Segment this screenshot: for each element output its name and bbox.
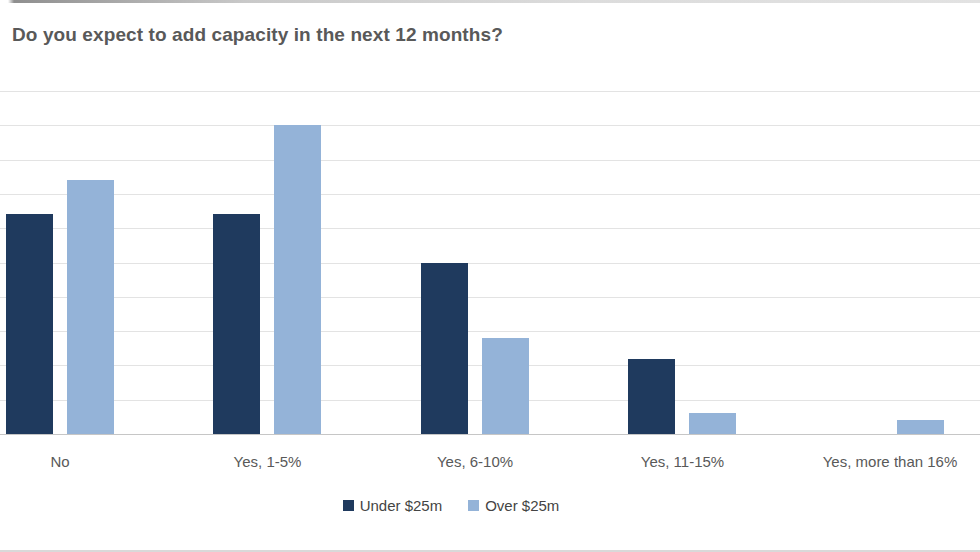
gridline [0,331,980,332]
gridline [0,91,980,92]
chart-title: Do you expect to add capacity in the nex… [12,24,503,46]
gridline [0,160,980,161]
x-axis-label: Yes, 1-5% [164,453,372,470]
gridline [0,194,980,195]
x-axis-label: Yes, more than 16% [786,453,980,470]
legend-label: Under $25m [360,497,443,514]
legend-label: Over $25m [485,497,559,514]
gridline [0,297,980,298]
bar-series1-cat1 [6,214,53,434]
legend-item: Under $25m [343,497,443,514]
x-axis-line [0,434,980,435]
gridline [0,228,980,229]
x-axis-label: No [0,453,164,470]
bar-series2-cat3 [482,338,529,434]
legend: Under $25m Over $25m [0,497,941,514]
chart-page: Do you expect to add capacity in the nex… [0,0,980,552]
bar-series1-cat4 [628,359,675,434]
legend-swatch-icon [468,500,479,511]
legend-swatch-icon [343,500,354,511]
x-axis-label: Yes, 6-10% [371,453,579,470]
bar-series2-cat4 [689,413,736,434]
bar-series2-cat2 [274,125,321,434]
bar-series2-cat1 [67,180,114,434]
bar-series2-cat5 [897,420,944,434]
top-border [0,0,980,3]
gridline [0,263,980,264]
gridline [0,125,980,126]
plot-area [0,91,980,435]
x-axis-label: Yes, 11-15% [579,453,787,470]
bar-series1-cat3 [421,263,468,435]
bar-series1-cat2 [213,214,260,434]
legend-item: Over $25m [468,497,559,514]
